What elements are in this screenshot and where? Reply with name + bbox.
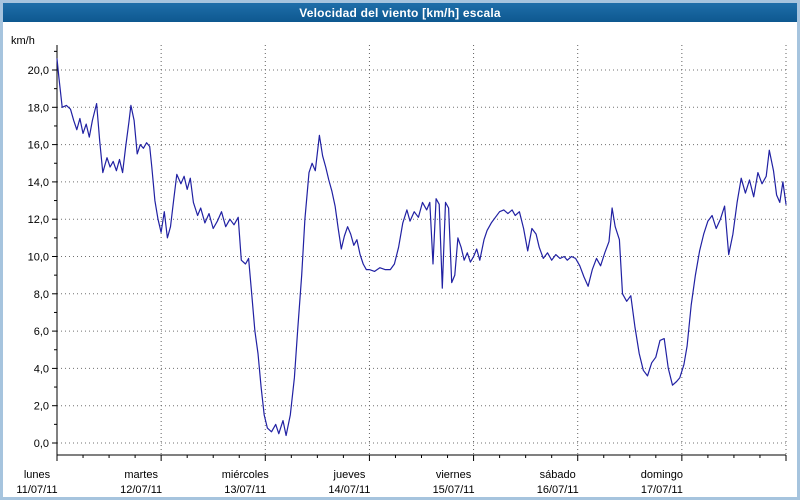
y-tick-label: 10,0 — [28, 252, 49, 264]
x-day-name-label: jueves — [333, 469, 366, 481]
y-tick-label: 2,0 — [34, 401, 49, 413]
x-day-name-label: martes — [124, 469, 158, 481]
x-date-label: 13/07/11 — [224, 484, 266, 496]
chart-title: Velocidad del viento [km/h] escala — [299, 5, 501, 20]
y-tick-label: 20,0 — [28, 65, 49, 77]
y-tick-label: 8,0 — [34, 289, 49, 301]
x-date-label: 14/07/11 — [328, 484, 370, 496]
x-day-name-label: domingo — [641, 469, 683, 481]
x-day-name-label: sábado — [540, 469, 576, 481]
series-line — [56, 58, 787, 437]
y-tick-label: 4,0 — [34, 363, 49, 375]
y-tick-label: 6,0 — [34, 326, 49, 338]
x-date-label: 16/07/11 — [537, 484, 579, 496]
x-day-labels: lunes 11/07/11 martes 12/07/11 miércoles 13/0… — [16, 469, 683, 496]
x-date-label: 15/07/11 — [433, 484, 475, 496]
y-tick-label: 14,0 — [28, 177, 49, 189]
y-tick-label: 0,0 — [34, 438, 49, 450]
y-axis-unit-label: km/h — [11, 35, 35, 47]
y-tick-label: 12,0 — [28, 214, 49, 226]
axes — [52, 45, 787, 461]
x-day-name-label: miércoles — [222, 469, 270, 481]
x-day-name-label: lunes — [24, 469, 51, 481]
x-date-label: 11/07/11 — [16, 484, 57, 496]
wind-speed-series — [56, 58, 787, 437]
title-bar: Velocidad del viento [km/h] escala — [3, 3, 797, 22]
x-day-name-label: viernes — [436, 469, 472, 481]
gridlines — [57, 45, 787, 455]
x-date-label: 12/07/11 — [120, 484, 162, 496]
x-date-label: 17/07/11 — [641, 484, 683, 496]
y-tick-labels: 0,0 2,0 4,0 6,0 8,0 10,0 12,0 14,0 16,0 18,0 20,0 — [28, 65, 49, 450]
y-tick-label: 16,0 — [28, 140, 49, 152]
y-tick-label: 18,0 — [28, 102, 49, 114]
